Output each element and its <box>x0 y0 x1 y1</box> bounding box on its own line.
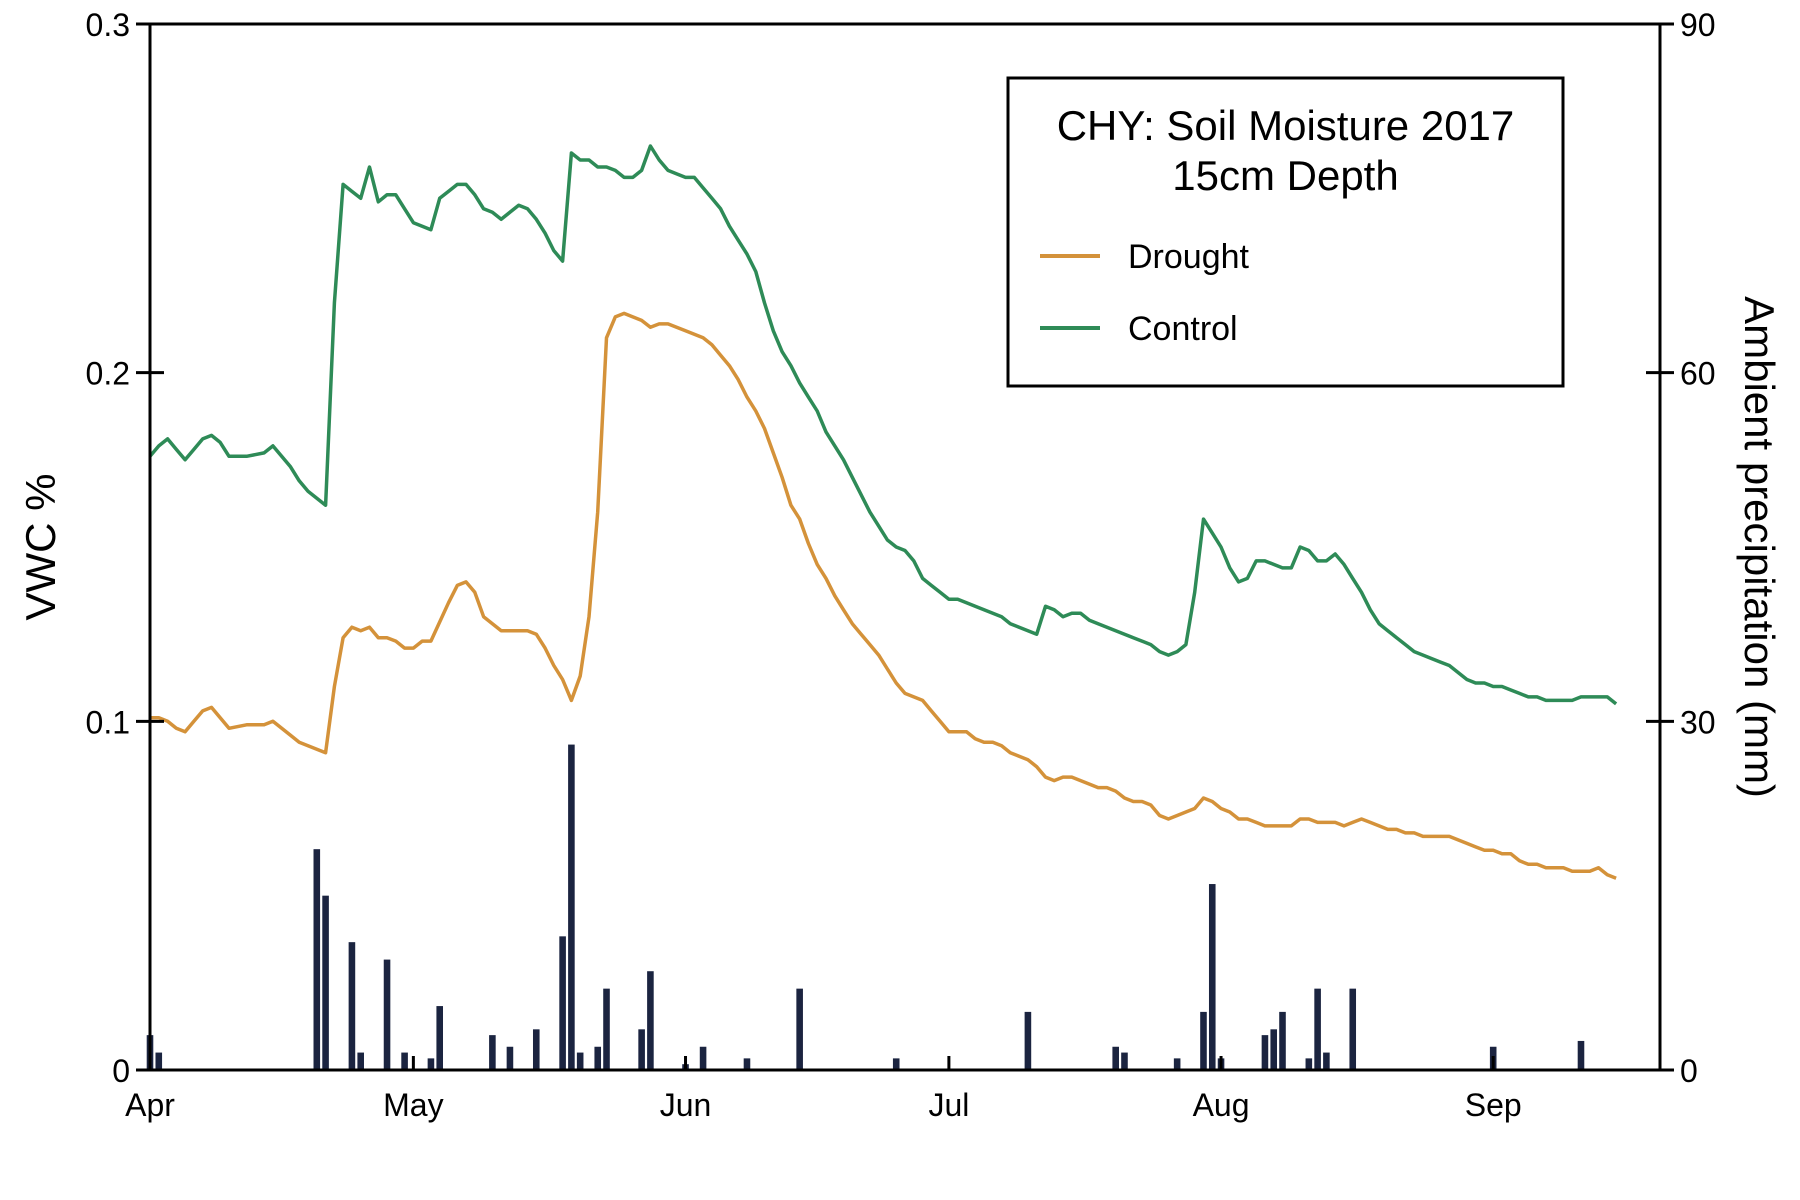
x-tick-label: Jul <box>928 1087 969 1123</box>
precip-bar <box>313 849 321 1070</box>
precip-bar <box>506 1046 514 1070</box>
y-tick-label: 0 <box>112 1053 130 1089</box>
precip-bar <box>383 959 391 1070</box>
precip-bar <box>489 1035 496 1070</box>
precip-bar <box>1270 1029 1278 1070</box>
y-tick-label: 0.3 <box>86 7 130 43</box>
precip-bar <box>1112 1046 1119 1070</box>
precip-bar <box>322 895 329 1070</box>
y-axis-title: VWC % <box>17 474 64 621</box>
precip-bar <box>532 1029 540 1070</box>
y-tick-label: 0.1 <box>86 704 130 740</box>
precip-bar <box>638 1029 645 1070</box>
y-axis-left: 0 0.1 0.2 0.3 <box>86 7 164 1089</box>
legend: CHY: Soil Moisture 2017 15cm Depth Droug… <box>1006 76 1565 388</box>
series-line-control <box>148 144 1618 706</box>
precip-bar <box>603 988 610 1070</box>
precip-bar <box>1577 1040 1585 1070</box>
y2-tick-label: 30 <box>1680 704 1716 740</box>
precip-bar <box>796 988 803 1070</box>
legend-items: Drought Control <box>1040 238 1250 348</box>
y2-tick-label: 60 <box>1680 356 1716 392</box>
legend-label-drought: Drought <box>1128 238 1250 276</box>
precip-bar <box>1323 1052 1330 1070</box>
precipitation-bars <box>146 744 1585 1070</box>
precip-bar <box>436 1006 444 1070</box>
precip-bar <box>699 1046 707 1070</box>
legend-label-control: Control <box>1128 310 1238 348</box>
y2-axis-title: Ambient precipitation (mm) <box>1736 296 1783 798</box>
x-tick-label: Jun <box>660 1087 712 1123</box>
precip-bar <box>743 1058 751 1070</box>
series-lines <box>148 144 1618 880</box>
y-tick-label: 0.2 <box>86 356 130 392</box>
precip-bar <box>1314 988 1321 1070</box>
y2-tick-label: 0 <box>1680 1053 1698 1089</box>
precip-bar <box>155 1052 163 1070</box>
precip-bar <box>568 744 575 1070</box>
x-tick-label: Sep <box>1465 1087 1522 1123</box>
y-axis-right: 0 30 60 90 <box>1646 7 1716 1089</box>
precip-bar <box>1173 1058 1181 1070</box>
x-axis: Apr May Jun Jul Aug Sep <box>125 1056 1522 1123</box>
precip-bar <box>427 1058 435 1070</box>
precip-bar <box>401 1052 408 1070</box>
precip-bar <box>1208 884 1216 1070</box>
plot-frame <box>148 22 1662 1072</box>
x-tick-label: Apr <box>125 1087 175 1123</box>
y2-tick-label: 90 <box>1680 7 1716 43</box>
precip-bar <box>892 1058 900 1070</box>
precip-bar <box>576 1052 584 1070</box>
chart-title: CHY: Soil Moisture 2017 <box>1057 102 1515 149</box>
x-tick-label: May <box>383 1087 443 1123</box>
precip-bar <box>1279 1011 1286 1070</box>
precip-bar <box>357 1052 364 1070</box>
precip-bar <box>1349 988 1357 1070</box>
chart-subtitle: 15cm Depth <box>1172 152 1398 199</box>
precip-bar <box>594 1046 602 1070</box>
precip-bar <box>559 936 566 1070</box>
legend-box <box>1006 76 1565 388</box>
precip-bar <box>647 971 654 1070</box>
precip-bar <box>1121 1052 1128 1070</box>
precip-bar <box>1024 1011 1032 1070</box>
x-tick-label: Aug <box>1193 1087 1250 1123</box>
precip-bar <box>1200 1011 1207 1070</box>
precip-bar <box>348 942 356 1070</box>
series-line-drought <box>150 311 1617 880</box>
precip-bar <box>1261 1035 1269 1070</box>
precip-bar <box>1305 1058 1313 1070</box>
